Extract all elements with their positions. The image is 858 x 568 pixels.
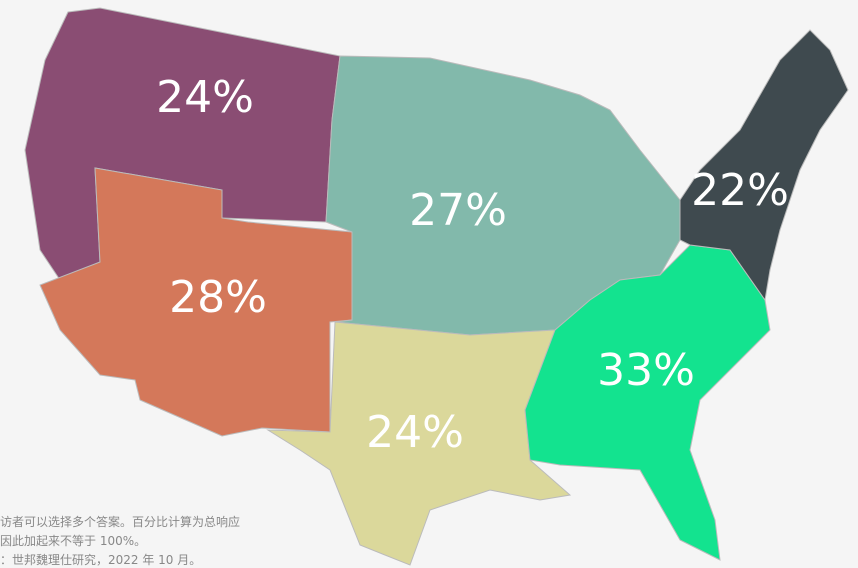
region-label: 28% bbox=[169, 272, 267, 323]
region-label: 22% bbox=[691, 165, 789, 216]
region-southeast bbox=[524, 244, 771, 561]
region-label: 24% bbox=[366, 407, 464, 458]
footnote: ：世邦魏理仕研究，2022 年 10 月。 bbox=[0, 552, 201, 567]
region-southwest bbox=[39, 167, 353, 437]
region-label: 27% bbox=[409, 185, 507, 236]
footnote: 访者可以选择多个答案。百分比计算为总响应 bbox=[0, 514, 240, 529]
region-northeast bbox=[679, 29, 849, 302]
region-label: 33% bbox=[597, 345, 695, 396]
region-label: 24% bbox=[156, 72, 254, 123]
footnote: 因此加起来不等于 100%。 bbox=[0, 534, 146, 548]
